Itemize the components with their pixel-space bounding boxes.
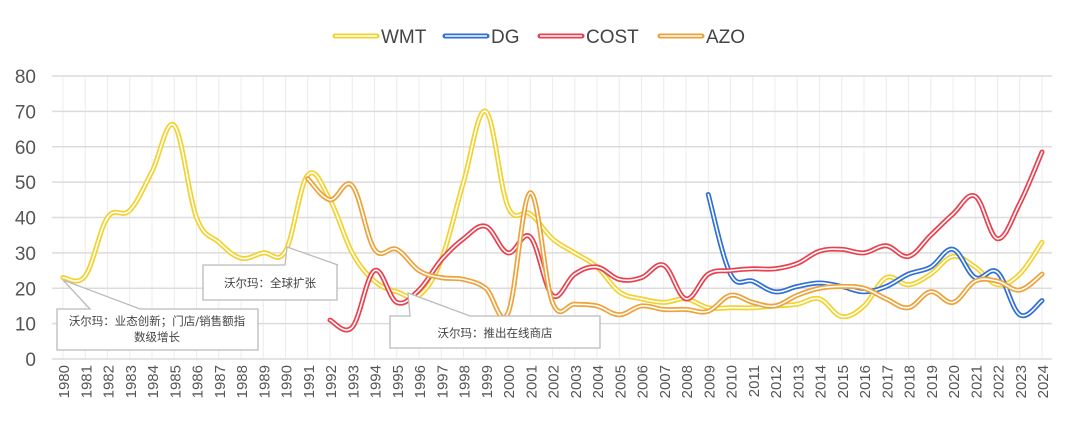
x-tick-label: 2010	[724, 365, 741, 398]
x-tick-label: 2003	[568, 365, 585, 398]
x-tick-label: 1997	[434, 365, 451, 398]
x-tick-label: 1998	[457, 365, 474, 398]
x-tick-label: 1994	[368, 365, 385, 398]
x-tick-label: 2016	[857, 365, 874, 398]
legend-item-dg: DG	[445, 27, 520, 48]
legend: WMT DG COST AZO	[335, 27, 745, 48]
x-tick-label: 1985	[167, 365, 184, 398]
series-line-dg	[708, 195, 1042, 316]
x-tick-label: 1989	[256, 365, 273, 398]
x-tick-label: 2020	[946, 365, 963, 398]
x-tick-label: 1991	[301, 365, 318, 398]
y-tick-label: 0	[25, 350, 36, 371]
x-tick-label: 1996	[412, 365, 429, 398]
x-tick-label: 2011	[746, 365, 763, 397]
x-tick-label: 2005	[612, 365, 629, 398]
y-tick-label: 80	[15, 67, 36, 88]
y-tick-label: 50	[15, 173, 36, 194]
x-tick-label: 2015	[835, 365, 852, 398]
legend-item-cost: COST	[540, 27, 639, 48]
annotation-2-text: 沃尔玛：全球扩张	[224, 276, 316, 290]
x-tick-label: 2000	[501, 365, 518, 398]
y-tick-label: 10	[15, 315, 36, 336]
x-tick-label: 1992	[323, 365, 340, 398]
y-tick-label: 30	[15, 244, 36, 265]
x-tick-label: 2023	[1013, 365, 1030, 398]
y-tick-label: 70	[15, 102, 36, 123]
annotation-1-line1: 沃尔玛：业态创新；门店/销售额指	[69, 314, 245, 328]
x-tick-label: 1982	[101, 365, 118, 398]
x-tick-label: 1981	[78, 365, 95, 398]
y-tick-label: 60	[15, 138, 36, 159]
x-tick-label: 1999	[479, 365, 496, 398]
y-tick-label: 40	[15, 209, 36, 230]
x-tick-label: 2006	[635, 365, 652, 398]
legend-label: DG	[491, 27, 520, 48]
legend-label: AZO	[706, 27, 745, 48]
series-dg	[708, 194, 1042, 315]
x-tick-label: 2002	[546, 365, 563, 398]
x-tick-label: 1986	[190, 365, 207, 398]
x-tick-label: 2018	[902, 365, 919, 398]
x-tick-label: 1984	[145, 365, 162, 398]
annotation-3-text: 沃尔玛：推出在线商店	[438, 326, 553, 340]
x-tick-label: 2017	[879, 365, 896, 398]
x-tick-label: 2008	[679, 365, 696, 398]
annotation-1-line2: 数级增长	[134, 330, 180, 344]
x-tick-label: 2009	[701, 365, 718, 398]
x-tick-label: 1993	[345, 365, 362, 398]
y-tick-label: 20	[15, 279, 36, 300]
series-line-inner	[708, 195, 1042, 316]
x-tick-label: 2014	[813, 365, 830, 398]
x-tick-label: 2021	[968, 365, 985, 398]
legend-item-wmt: WMT	[335, 27, 427, 48]
x-tick-label: 2013	[790, 365, 807, 398]
x-tick-label: 1983	[123, 365, 140, 398]
x-tick-label: 2024	[1035, 365, 1052, 398]
x-axis: 1980 1981 1982 1983 1984 1985 1986 1987 1988 1989…	[56, 365, 1052, 398]
legend-item-azo: AZO	[660, 27, 745, 48]
x-tick-label: 1988	[234, 365, 251, 398]
legend-label: WMT	[381, 27, 427, 48]
x-tick-label: 1995	[390, 365, 407, 398]
legend-label: COST	[586, 27, 639, 48]
x-tick-label: 1987	[212, 365, 229, 398]
x-tick-label: 2019	[924, 365, 941, 398]
x-tick-label: 2001	[523, 365, 540, 398]
x-tick-label: 2004	[590, 365, 607, 398]
x-tick-label: 2012	[768, 365, 785, 398]
x-tick-label: 2022	[991, 365, 1008, 398]
x-tick-label: 2007	[657, 365, 674, 398]
x-tick-label: 1980	[56, 365, 73, 398]
y-axis: 0 10 20 30 40 50 60 70 80	[15, 67, 36, 371]
x-tick-label: 1990	[279, 365, 296, 398]
